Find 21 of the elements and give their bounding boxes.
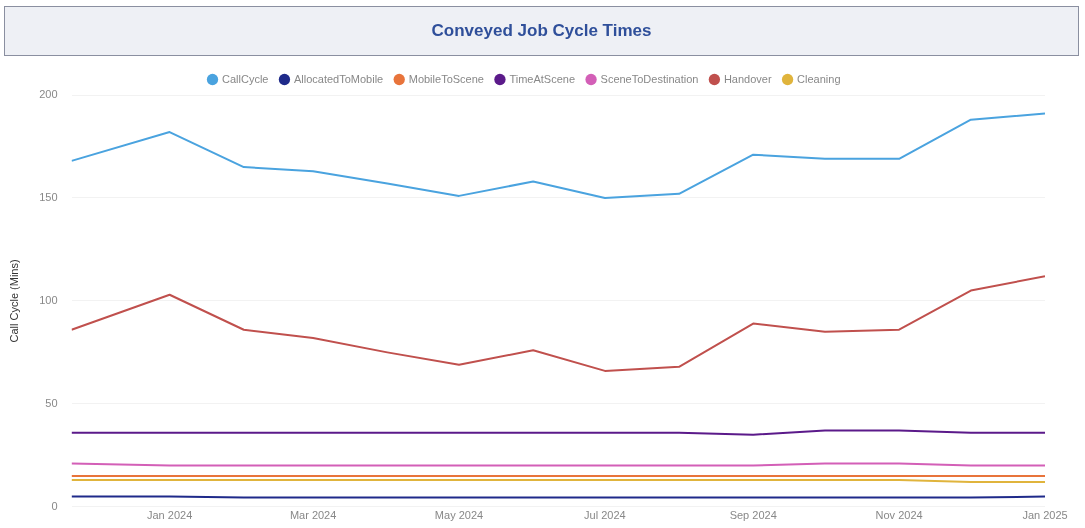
legend-label: CallCycle [221, 72, 269, 85]
legend-label: Handover [723, 72, 772, 85]
y-tick-label: 50 [45, 396, 58, 409]
x-tick-label: Sep 2024 [729, 509, 777, 522]
x-tick-label: May 2024 [434, 509, 484, 522]
legend-label: TimeAtScene [509, 72, 576, 85]
legend-label: Cleaning [797, 72, 841, 85]
legend-label: MobileToScene [408, 72, 484, 85]
x-tick-label: Jan 2024 [146, 509, 193, 522]
x-tick-label: Nov 2024 [875, 509, 923, 522]
chart-title: Conveyed Job Cycle Times [431, 21, 652, 41]
legend-label: SceneToDestination [600, 72, 699, 85]
y-axis-title: Call Cycle (Mins) [7, 259, 20, 343]
y-tick-label: 0 [51, 499, 58, 512]
y-tick-label: 150 [39, 190, 58, 203]
legend-label: AllocatedToMobile [293, 72, 384, 85]
x-tick-label: Jan 2025 [1022, 509, 1068, 522]
x-tick-label: Mar 2024 [289, 509, 337, 522]
y-tick-label: 200 [39, 88, 58, 101]
y-tick-label: 100 [39, 293, 58, 306]
x-tick-label: Jul 2024 [584, 509, 626, 522]
